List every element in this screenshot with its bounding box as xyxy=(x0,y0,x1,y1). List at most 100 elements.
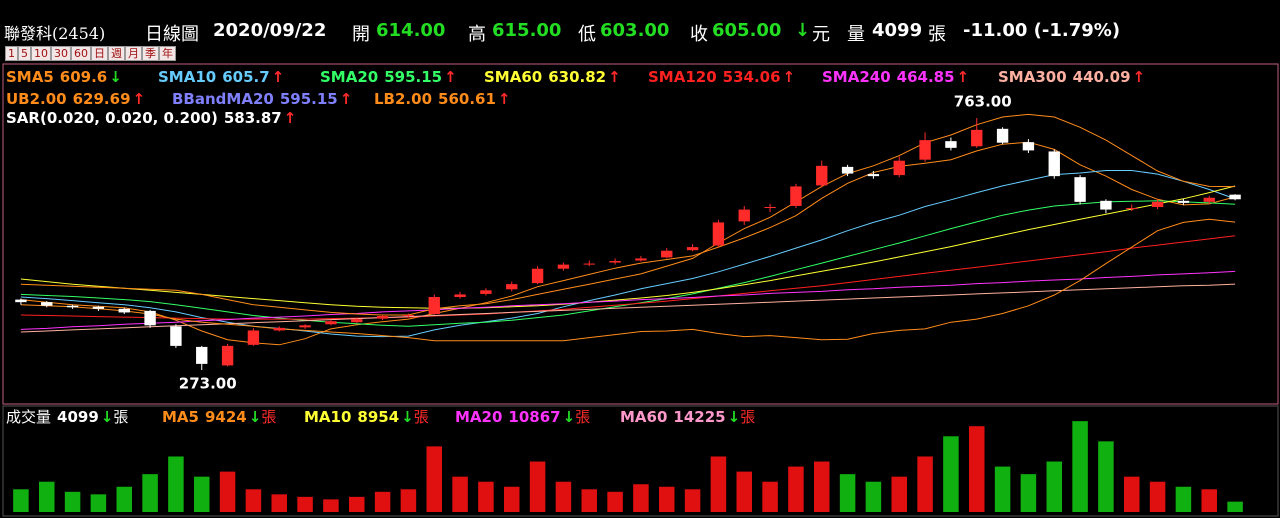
legend-value: 534.06 xyxy=(723,68,781,86)
period-button[interactable]: 5 xyxy=(18,46,31,61)
volume-bar xyxy=(245,489,262,512)
candle-body xyxy=(996,128,1009,143)
volume-bar xyxy=(194,476,210,512)
extreme-label: 763.00 xyxy=(954,93,1012,111)
candle-body xyxy=(221,345,234,366)
volume-bar xyxy=(452,476,468,512)
legend-name: SMA20 xyxy=(320,68,378,86)
legend-name: BBandMA20 xyxy=(172,90,274,108)
legend-unit: 張 xyxy=(113,408,128,426)
candle-body xyxy=(867,174,880,177)
date: 2020/09/22 xyxy=(213,20,327,41)
candle-body xyxy=(170,326,182,346)
volume-bar xyxy=(736,471,752,512)
volume-bar xyxy=(891,476,907,512)
quote-key: 低 xyxy=(578,24,596,45)
legend-entry: MA20 10867 ↓張 xyxy=(455,408,590,426)
period-button[interactable]: 10 xyxy=(31,46,51,61)
period-button[interactable]: 日 xyxy=(91,46,108,61)
volume-bar xyxy=(504,486,520,512)
volume-bar xyxy=(633,484,649,512)
legend-value: 10867 xyxy=(508,408,560,426)
legend-value: 560.61 xyxy=(438,90,496,108)
volume-bar xyxy=(219,471,236,512)
candle-body xyxy=(816,165,828,186)
legend-entry: SMA300 440.09 ↑ xyxy=(998,68,1145,86)
legend-arrow: ↓ xyxy=(401,408,414,426)
quote-value: 614.00 xyxy=(376,20,446,41)
period-button[interactable]: 60 xyxy=(71,46,91,61)
candle-body xyxy=(1048,151,1060,177)
legend-entry: BBandMA20 595.15 ↑ xyxy=(172,90,352,108)
volume-bar xyxy=(994,466,1011,512)
ma-line xyxy=(20,200,1236,327)
legend-name: MA20 xyxy=(455,408,502,426)
volume-bar xyxy=(839,474,856,512)
candle-body xyxy=(841,166,854,174)
volume-key: 量 xyxy=(847,24,865,45)
candle-body xyxy=(196,346,208,364)
period-button[interactable]: 季 xyxy=(142,46,159,61)
period-button[interactable]: 1 xyxy=(5,46,18,61)
unit: 元 xyxy=(812,24,830,45)
quote-value: 615.00 xyxy=(492,20,562,41)
legend-name: SMA240 xyxy=(822,68,891,86)
candle-body xyxy=(92,306,105,309)
period-buttons: 1 5 10 30 60 日週月季年 xyxy=(5,46,176,61)
legend-unit: 張 xyxy=(261,408,276,426)
candle-body xyxy=(945,141,957,148)
legend-value: 595.15 xyxy=(384,68,442,86)
volume-bar xyxy=(116,486,132,512)
legend-entry: SAR(0.020, 0.020, 0.200) 583.87 ↑ xyxy=(6,109,296,127)
candle-body xyxy=(893,160,905,176)
candle-body xyxy=(480,290,492,294)
ma-line xyxy=(20,170,1236,338)
volume-bar xyxy=(969,426,985,512)
volume-bar xyxy=(1072,421,1088,512)
legend-value: 605.7 xyxy=(222,68,269,86)
candle-body xyxy=(1177,200,1190,203)
period-button[interactable]: 30 xyxy=(51,46,71,61)
volume-bar xyxy=(271,494,287,512)
extreme-label: 273.00 xyxy=(179,375,237,393)
legend-arrow: ↑ xyxy=(1133,68,1146,86)
volume-bar xyxy=(39,481,55,512)
quote-key: 開 xyxy=(352,24,370,45)
view-label: 日線圖 xyxy=(145,24,199,45)
volume-bar xyxy=(1149,481,1166,512)
candle-body xyxy=(506,284,518,290)
period-button[interactable]: 週 xyxy=(108,46,125,61)
candle-body xyxy=(376,316,389,319)
ma-line xyxy=(20,235,1236,320)
candle-body xyxy=(583,263,595,265)
period-button[interactable]: 月 xyxy=(125,46,142,61)
ma-line xyxy=(20,113,1236,316)
quote-value: 603.00 xyxy=(600,20,670,41)
candle-body xyxy=(247,330,260,345)
volume-bar xyxy=(529,461,546,512)
candle-body xyxy=(661,250,673,258)
volume-bar xyxy=(1020,474,1037,512)
legend-value: 4099 xyxy=(57,408,99,426)
volume-bar xyxy=(788,466,804,512)
volume-bar xyxy=(168,456,184,512)
legend-arrow: ↑ xyxy=(133,90,146,108)
volume-bar xyxy=(90,494,107,512)
legend-arrow: ↑ xyxy=(284,109,297,127)
legend-entry: MA60 14225 ↓張 xyxy=(620,408,755,426)
legend-entry: 成交量 4099 ↓張 xyxy=(6,408,128,426)
volume-bar xyxy=(607,491,623,512)
legend-arrow: ↓ xyxy=(563,408,576,426)
legend-name: SMA60 xyxy=(484,68,542,86)
period-button[interactable]: 年 xyxy=(159,46,176,61)
price-panel xyxy=(2,63,1279,405)
candle-body xyxy=(1100,200,1112,210)
volume-bar xyxy=(1227,501,1243,512)
legend-arrow: ↑ xyxy=(340,90,353,108)
candle-body xyxy=(454,294,466,298)
volume-bar xyxy=(400,489,417,512)
candle-body xyxy=(1022,142,1035,151)
volume-bar xyxy=(684,489,701,512)
candle-body xyxy=(351,319,363,323)
